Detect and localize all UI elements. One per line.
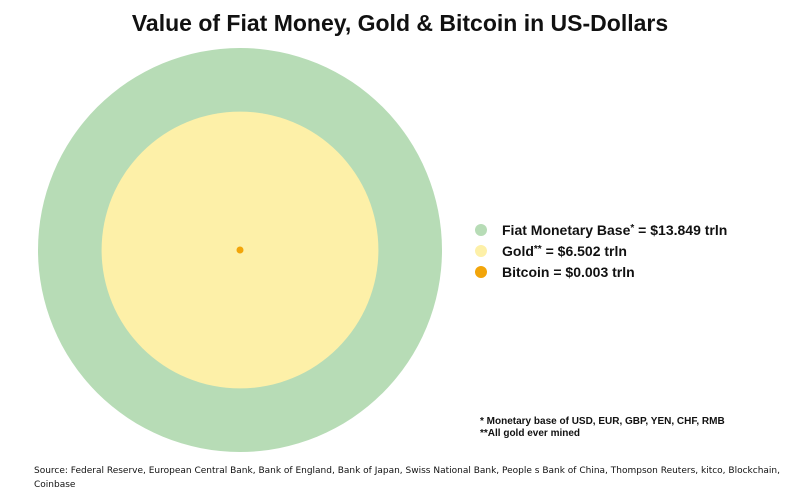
- legend-label-gold: Gold: [502, 242, 534, 259]
- legend-item-gold: Gold** = $6.502 trln: [474, 240, 794, 261]
- source-note: Source: Federal Reserve, European Centra…: [34, 466, 780, 490]
- footnote-monetary-base: * Monetary base of USD, EUR, GBP, YEN, C…: [480, 416, 725, 427]
- legend-dot-bitcoin: [475, 265, 487, 278]
- legend-item-bitcoin: Bitcoin = $0.003 trln: [474, 261, 794, 282]
- legend-label-bitcoin: Bitcoin: [502, 263, 550, 280]
- legend-dot-fiat: [475, 223, 487, 236]
- footnote-gold: **All gold ever mined: [480, 428, 581, 439]
- legend-dot-gold: [475, 244, 487, 257]
- legend: Fiat Monetary Base* = $13.849 trln Gold*…: [474, 219, 794, 282]
- legend-label-fiat: Fiat Monetary Base: [502, 221, 631, 238]
- legend-value-bitcoin: $0.003 trln: [565, 263, 635, 280]
- legend-marker-gold: **: [533, 243, 542, 255]
- legend-item-fiat: Fiat Monetary Base* = $13.849 trln: [474, 219, 794, 240]
- legend-value-fiat: $13.849 trln: [650, 221, 728, 238]
- legend-value-gold: $6.502 trln: [557, 242, 627, 259]
- legend-marker-fiat: *: [630, 222, 635, 234]
- footnotes: * Monetary base of USD, EUR, GBP, YEN, C…: [480, 416, 725, 440]
- chart-title: Value of Fiat Money, Gold & Bitcoin in U…: [131, 10, 669, 36]
- circle-bitcoin: [236, 246, 244, 254]
